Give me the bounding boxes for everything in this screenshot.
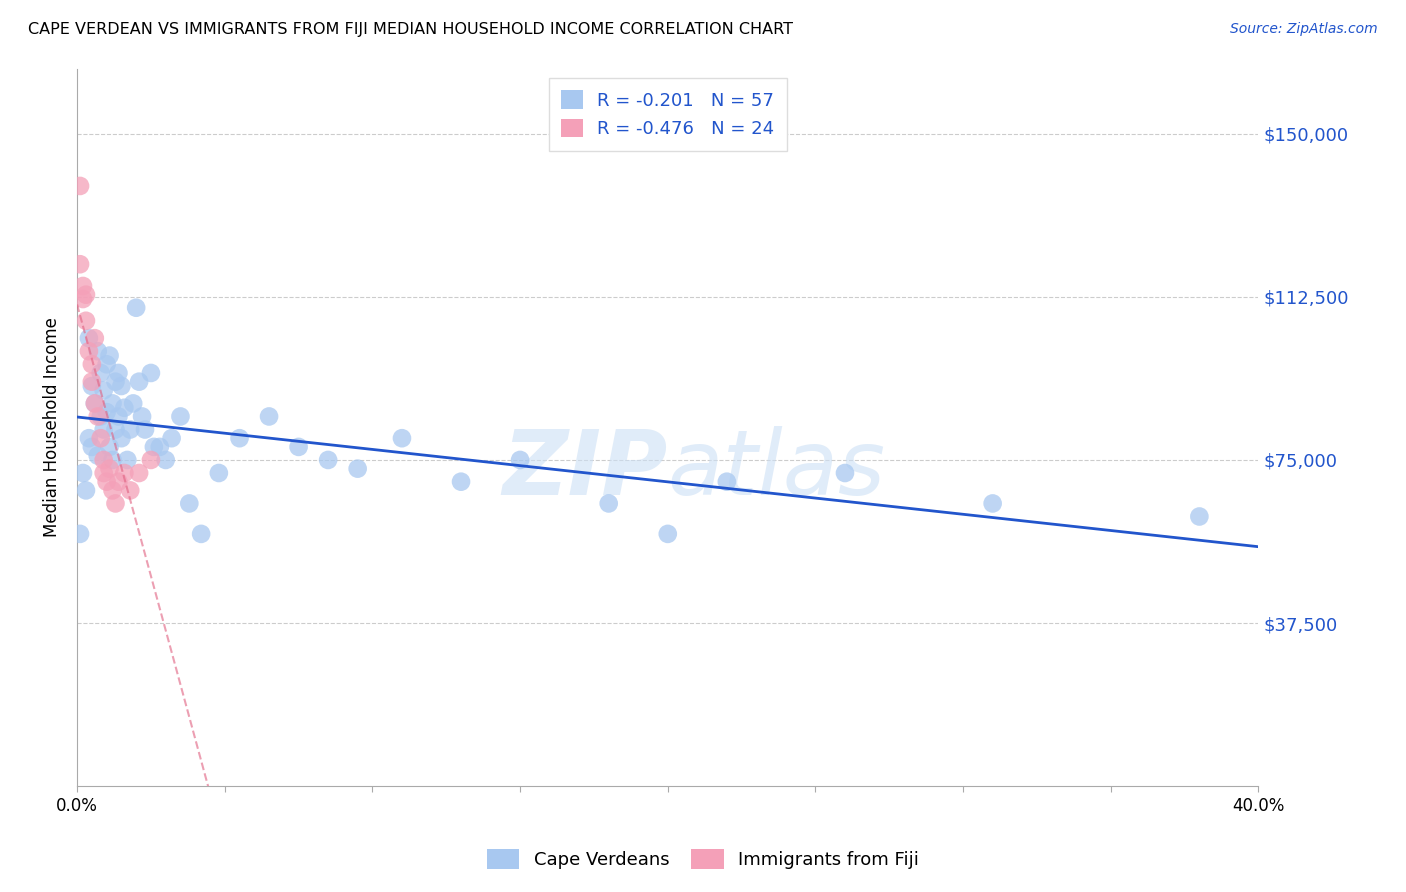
Point [169, 409, 191, 424]
Point [160, 431, 183, 445]
Point [657, 527, 679, 541]
Point [101, 396, 124, 410]
Point [87, 344, 110, 359]
Point [101, 483, 124, 498]
Text: atlas: atlas [668, 426, 886, 515]
Point [104, 375, 127, 389]
Point [208, 466, 231, 480]
Point [87, 409, 110, 424]
Point [104, 496, 127, 510]
Point [101, 453, 124, 467]
Point [96, 475, 118, 489]
Point [72, 466, 94, 480]
Point [98, 440, 121, 454]
Point [69, 257, 91, 271]
Point [134, 423, 156, 437]
Point [69, 527, 91, 541]
Point [80, 440, 103, 454]
Point [75, 483, 97, 498]
Point [316, 453, 339, 467]
Point [72, 292, 94, 306]
Point [77, 431, 100, 445]
Point [96, 357, 118, 371]
Legend: Cape Verdeans, Immigrants from Fiji: Cape Verdeans, Immigrants from Fiji [478, 839, 928, 879]
Point [149, 440, 172, 454]
Point [120, 423, 142, 437]
Point [981, 496, 1004, 510]
Point [598, 496, 620, 510]
Point [139, 366, 162, 380]
Text: CAPE VERDEAN VS IMMIGRANTS FROM FIJI MEDIAN HOUSEHOLD INCOME CORRELATION CHART: CAPE VERDEAN VS IMMIGRANTS FROM FIJI MED… [28, 22, 793, 37]
Point [179, 496, 201, 510]
Point [72, 279, 94, 293]
Point [80, 379, 103, 393]
Point [107, 366, 129, 380]
Point [93, 423, 115, 437]
Point [834, 466, 856, 480]
Point [77, 344, 100, 359]
Point [98, 461, 121, 475]
Point [98, 349, 121, 363]
Point [93, 466, 115, 480]
Point [346, 461, 368, 475]
Text: Source: ZipAtlas.com: Source: ZipAtlas.com [1230, 22, 1378, 37]
Point [107, 409, 129, 424]
Point [93, 384, 115, 398]
Point [69, 178, 91, 193]
Point [139, 453, 162, 467]
Point [1188, 509, 1211, 524]
Point [112, 466, 135, 480]
Point [128, 466, 150, 480]
Point [509, 453, 531, 467]
Point [117, 453, 139, 467]
Point [131, 409, 153, 424]
Point [257, 409, 280, 424]
Point [77, 331, 100, 345]
Point [83, 396, 105, 410]
Point [110, 431, 132, 445]
Point [110, 379, 132, 393]
Point [120, 483, 142, 498]
Point [90, 366, 112, 380]
Point [287, 440, 309, 454]
Point [122, 396, 145, 410]
Text: ZIP: ZIP [502, 426, 668, 515]
Point [87, 449, 110, 463]
Point [107, 475, 129, 489]
Point [391, 431, 413, 445]
Point [80, 375, 103, 389]
Point [716, 475, 738, 489]
Point [90, 409, 112, 424]
Point [112, 401, 135, 415]
Point [83, 331, 105, 345]
Y-axis label: Median Household Income: Median Household Income [44, 318, 60, 537]
Point [142, 440, 165, 454]
Legend: R = -0.201   N = 57, R = -0.476   N = 24: R = -0.201 N = 57, R = -0.476 N = 24 [548, 78, 787, 151]
Point [104, 423, 127, 437]
Point [450, 475, 472, 489]
Point [125, 301, 148, 315]
Point [83, 396, 105, 410]
Point [90, 431, 112, 445]
Point [128, 375, 150, 389]
Point [80, 357, 103, 371]
Point [96, 405, 118, 419]
Point [228, 431, 250, 445]
Point [190, 527, 212, 541]
Point [75, 314, 97, 328]
Point [75, 287, 97, 301]
Point [155, 453, 177, 467]
Point [93, 453, 115, 467]
